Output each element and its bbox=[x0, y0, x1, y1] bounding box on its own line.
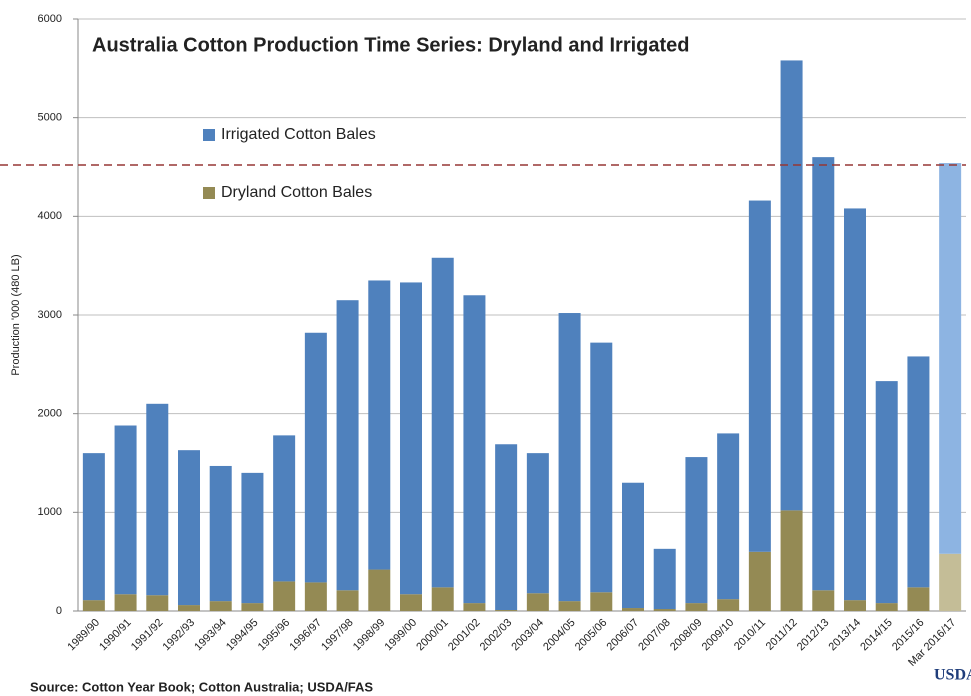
bar-segment bbox=[907, 356, 930, 588]
bar-segment bbox=[558, 601, 581, 611]
bar-segment bbox=[82, 600, 105, 611]
y-tick-label: 5000 bbox=[38, 112, 62, 124]
bar-segment bbox=[146, 595, 169, 611]
x-tick-label: 2003/04 bbox=[509, 617, 546, 654]
x-tick-label: 2008/09 bbox=[668, 617, 705, 654]
bar-segment bbox=[304, 582, 327, 611]
y-tick-label: 1000 bbox=[38, 506, 62, 518]
bar-segment bbox=[400, 594, 422, 611]
bar-segment bbox=[717, 433, 740, 600]
x-tick-label: 2011/12 bbox=[764, 617, 800, 653]
bar-segment bbox=[526, 593, 549, 611]
bar-segment bbox=[114, 425, 137, 595]
bar-segment bbox=[241, 472, 264, 604]
bar-segment bbox=[939, 163, 962, 554]
x-tick-label: 2005/06 bbox=[573, 617, 610, 654]
chart-title: Australia Cotton Production Time Series:… bbox=[92, 34, 690, 56]
legend-swatch bbox=[203, 129, 215, 141]
bar-segment bbox=[463, 295, 486, 604]
bar-segment bbox=[875, 603, 898, 611]
x-tick-label: 1995/96 bbox=[256, 617, 293, 654]
bar-segment bbox=[209, 601, 232, 611]
bar-segment bbox=[812, 590, 835, 611]
bar-segment bbox=[178, 450, 200, 606]
bar-segment bbox=[114, 594, 137, 611]
bar-segment bbox=[685, 457, 708, 604]
x-tick-label: 1997/98 bbox=[319, 617, 356, 654]
bar-segment bbox=[431, 587, 454, 611]
legend-label: Irrigated Cotton Bales bbox=[221, 126, 376, 143]
bar-segment bbox=[622, 608, 644, 611]
x-tick-label: 1996/97 bbox=[287, 617, 324, 654]
bar-segment bbox=[209, 465, 232, 602]
bar-segment bbox=[336, 300, 359, 591]
bar-segment bbox=[368, 569, 391, 611]
bar-segment bbox=[653, 609, 676, 611]
x-tick-label: 1994/95 bbox=[224, 617, 261, 654]
bar-segment bbox=[907, 587, 930, 611]
x-tick-label: 1989/90 bbox=[65, 617, 102, 654]
y-axis-label: Production '000 (480 LB) bbox=[10, 254, 22, 375]
bar-segment bbox=[812, 157, 835, 591]
x-tick-label: 2004/05 bbox=[541, 617, 578, 654]
bar-segment bbox=[780, 510, 803, 611]
bar-segment bbox=[939, 553, 962, 611]
bar-segment bbox=[495, 444, 518, 611]
x-tick-label: 2009/10 bbox=[700, 617, 737, 654]
bar-segment bbox=[82, 453, 105, 601]
bar-segment bbox=[400, 282, 422, 595]
x-tick-label: 1992/93 bbox=[161, 617, 198, 654]
y-tick-label: 6000 bbox=[38, 13, 62, 25]
y-tick-label: 3000 bbox=[38, 309, 62, 321]
bar-segment bbox=[526, 453, 549, 594]
legend-swatch bbox=[203, 187, 215, 199]
y-tick-label: 2000 bbox=[38, 408, 62, 420]
x-tick-label: 2012/13 bbox=[795, 617, 832, 654]
bar-segment bbox=[590, 342, 613, 593]
bar-segment bbox=[178, 605, 200, 611]
x-tick-label: 2007/08 bbox=[636, 617, 673, 654]
bar-segment bbox=[495, 610, 518, 611]
x-tick-label: 2000/01 bbox=[414, 617, 451, 654]
x-tick-label: 2006/07 bbox=[605, 617, 642, 654]
bar-segment bbox=[463, 603, 486, 611]
bar-segment bbox=[146, 403, 169, 596]
x-tick-label: 1998/99 bbox=[351, 617, 388, 654]
x-tick-label: 2014/15 bbox=[858, 617, 895, 654]
bar-segment bbox=[685, 603, 708, 611]
bar-segment bbox=[273, 581, 296, 611]
x-tick-label: 2001/02 bbox=[446, 617, 483, 654]
bar-segment bbox=[717, 599, 740, 611]
logo: USDA bbox=[934, 667, 971, 684]
bar-segment bbox=[748, 551, 771, 611]
x-tick-label: 2013/14 bbox=[827, 617, 864, 654]
bar-segment bbox=[875, 381, 898, 604]
bar-segment bbox=[844, 208, 866, 601]
bar-segment bbox=[304, 332, 327, 583]
bar-segment bbox=[368, 280, 391, 570]
bar-segment bbox=[558, 313, 581, 602]
legend-label: Dryland Cotton Bales bbox=[221, 184, 372, 201]
bar-segment bbox=[780, 60, 803, 511]
bar-segment bbox=[844, 600, 866, 611]
x-tick-label: 2002/03 bbox=[478, 617, 515, 654]
bar-segment bbox=[590, 592, 613, 611]
x-tick-label: 1991/92 bbox=[129, 617, 166, 654]
x-tick-label: 1993/94 bbox=[192, 617, 229, 654]
bar-segment bbox=[748, 200, 771, 552]
y-tick-label: 4000 bbox=[38, 210, 62, 222]
source: Source: Cotton Year Book; Cotton Austral… bbox=[30, 679, 373, 694]
x-tick-label: 1999/00 bbox=[383, 617, 420, 654]
y-tick-label: 0 bbox=[56, 605, 62, 617]
bar-segment bbox=[431, 257, 454, 588]
bar-segment bbox=[241, 603, 264, 611]
bar-segment bbox=[653, 548, 676, 610]
x-tick-label: 1990/91 bbox=[97, 617, 134, 654]
bar-segment bbox=[273, 435, 296, 582]
bar-segment bbox=[622, 482, 644, 609]
x-tick-label: 2010/11 bbox=[732, 617, 768, 653]
bar-segment bbox=[336, 590, 359, 611]
